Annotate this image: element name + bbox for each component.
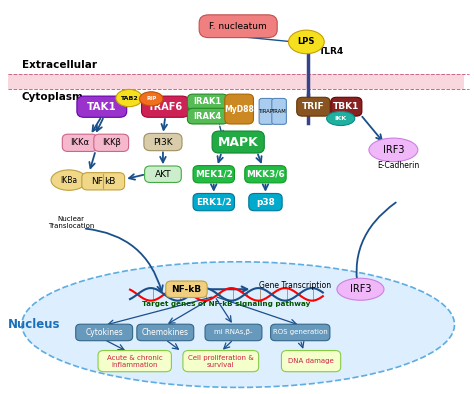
Ellipse shape bbox=[369, 138, 418, 162]
FancyBboxPatch shape bbox=[297, 97, 330, 116]
Text: IKK: IKK bbox=[335, 116, 347, 121]
FancyBboxPatch shape bbox=[76, 324, 133, 341]
Text: Gene Transcription: Gene Transcription bbox=[259, 281, 331, 290]
Text: IKKβ: IKKβ bbox=[102, 138, 121, 147]
FancyBboxPatch shape bbox=[98, 351, 172, 372]
Text: TRIF: TRIF bbox=[302, 102, 325, 111]
Text: Nucleus: Nucleus bbox=[8, 318, 60, 331]
Text: MKK3/6: MKK3/6 bbox=[246, 170, 285, 179]
FancyBboxPatch shape bbox=[142, 96, 189, 117]
Text: IRAK1: IRAK1 bbox=[193, 97, 222, 106]
FancyBboxPatch shape bbox=[271, 324, 330, 341]
Text: MAPK: MAPK bbox=[218, 136, 258, 149]
Text: TAB2: TAB2 bbox=[120, 96, 138, 100]
Text: Cytokines: Cytokines bbox=[85, 328, 123, 337]
Text: Chemokines: Chemokines bbox=[142, 328, 189, 337]
Text: TRAM: TRAM bbox=[272, 109, 286, 114]
FancyBboxPatch shape bbox=[94, 134, 128, 151]
Text: NF: NF bbox=[91, 177, 103, 186]
Text: PI3K: PI3K bbox=[153, 138, 173, 147]
FancyBboxPatch shape bbox=[145, 166, 181, 182]
Text: Target genes of NF-kB signaling pathway: Target genes of NF-kB signaling pathway bbox=[142, 301, 310, 307]
Text: TAK1: TAK1 bbox=[87, 102, 117, 112]
Text: NF-kB: NF-kB bbox=[172, 285, 201, 294]
Text: TRAF6: TRAF6 bbox=[148, 102, 183, 112]
FancyBboxPatch shape bbox=[205, 324, 262, 341]
Text: Cell proliferation &
survival: Cell proliferation & survival bbox=[188, 355, 254, 368]
FancyBboxPatch shape bbox=[259, 98, 273, 125]
Text: ROS generation: ROS generation bbox=[273, 329, 328, 335]
FancyBboxPatch shape bbox=[137, 324, 194, 341]
Text: MyD88: MyD88 bbox=[224, 104, 254, 113]
FancyBboxPatch shape bbox=[187, 94, 228, 110]
Text: ERK1/2: ERK1/2 bbox=[196, 198, 232, 206]
FancyBboxPatch shape bbox=[212, 131, 264, 153]
Text: F. nucleatum: F. nucleatum bbox=[210, 22, 267, 31]
Text: p38: p38 bbox=[256, 198, 275, 206]
Text: Cytoplasm: Cytoplasm bbox=[22, 92, 84, 102]
FancyBboxPatch shape bbox=[77, 96, 127, 117]
FancyBboxPatch shape bbox=[187, 108, 228, 124]
Ellipse shape bbox=[289, 30, 324, 54]
Text: TIRAP: TIRAP bbox=[259, 109, 274, 114]
Text: IRF3: IRF3 bbox=[350, 284, 371, 294]
Text: MEK1/2: MEK1/2 bbox=[195, 170, 233, 179]
Text: mi RNAs,β-: mi RNAs,β- bbox=[214, 329, 253, 335]
Ellipse shape bbox=[22, 262, 455, 387]
Ellipse shape bbox=[327, 112, 355, 126]
FancyBboxPatch shape bbox=[245, 165, 286, 183]
Ellipse shape bbox=[116, 89, 142, 107]
Text: IRF3: IRF3 bbox=[383, 145, 404, 155]
FancyBboxPatch shape bbox=[249, 193, 282, 211]
Text: DNA damage: DNA damage bbox=[288, 358, 334, 364]
Text: TBK1: TBK1 bbox=[333, 102, 359, 111]
FancyBboxPatch shape bbox=[166, 281, 207, 297]
Text: Nuclear
Translocation: Nuclear Translocation bbox=[48, 216, 94, 229]
FancyBboxPatch shape bbox=[144, 134, 182, 151]
Text: kB: kB bbox=[104, 177, 115, 186]
Text: AKT: AKT bbox=[155, 170, 171, 179]
Text: LPS: LPS bbox=[298, 37, 315, 46]
Text: IRAK4: IRAK4 bbox=[193, 112, 222, 121]
FancyBboxPatch shape bbox=[183, 351, 259, 372]
Text: E-Cadherin: E-Cadherin bbox=[377, 161, 419, 170]
FancyBboxPatch shape bbox=[272, 98, 286, 125]
FancyBboxPatch shape bbox=[8, 74, 464, 89]
FancyBboxPatch shape bbox=[82, 173, 125, 190]
FancyBboxPatch shape bbox=[331, 97, 362, 116]
FancyBboxPatch shape bbox=[282, 351, 341, 372]
Text: IKKα: IKKα bbox=[70, 138, 89, 147]
Text: Acute & chronic
inflammation: Acute & chronic inflammation bbox=[107, 355, 163, 368]
Ellipse shape bbox=[139, 92, 163, 106]
FancyBboxPatch shape bbox=[193, 165, 235, 183]
Ellipse shape bbox=[337, 278, 384, 300]
FancyBboxPatch shape bbox=[199, 15, 277, 37]
Text: RIP: RIP bbox=[146, 97, 156, 101]
Text: TLR4: TLR4 bbox=[319, 47, 344, 56]
Ellipse shape bbox=[51, 170, 87, 190]
Text: IKBa: IKBa bbox=[60, 176, 77, 185]
FancyBboxPatch shape bbox=[62, 134, 97, 151]
FancyBboxPatch shape bbox=[225, 94, 254, 124]
Text: Extracellular: Extracellular bbox=[22, 60, 97, 71]
FancyBboxPatch shape bbox=[193, 193, 235, 211]
